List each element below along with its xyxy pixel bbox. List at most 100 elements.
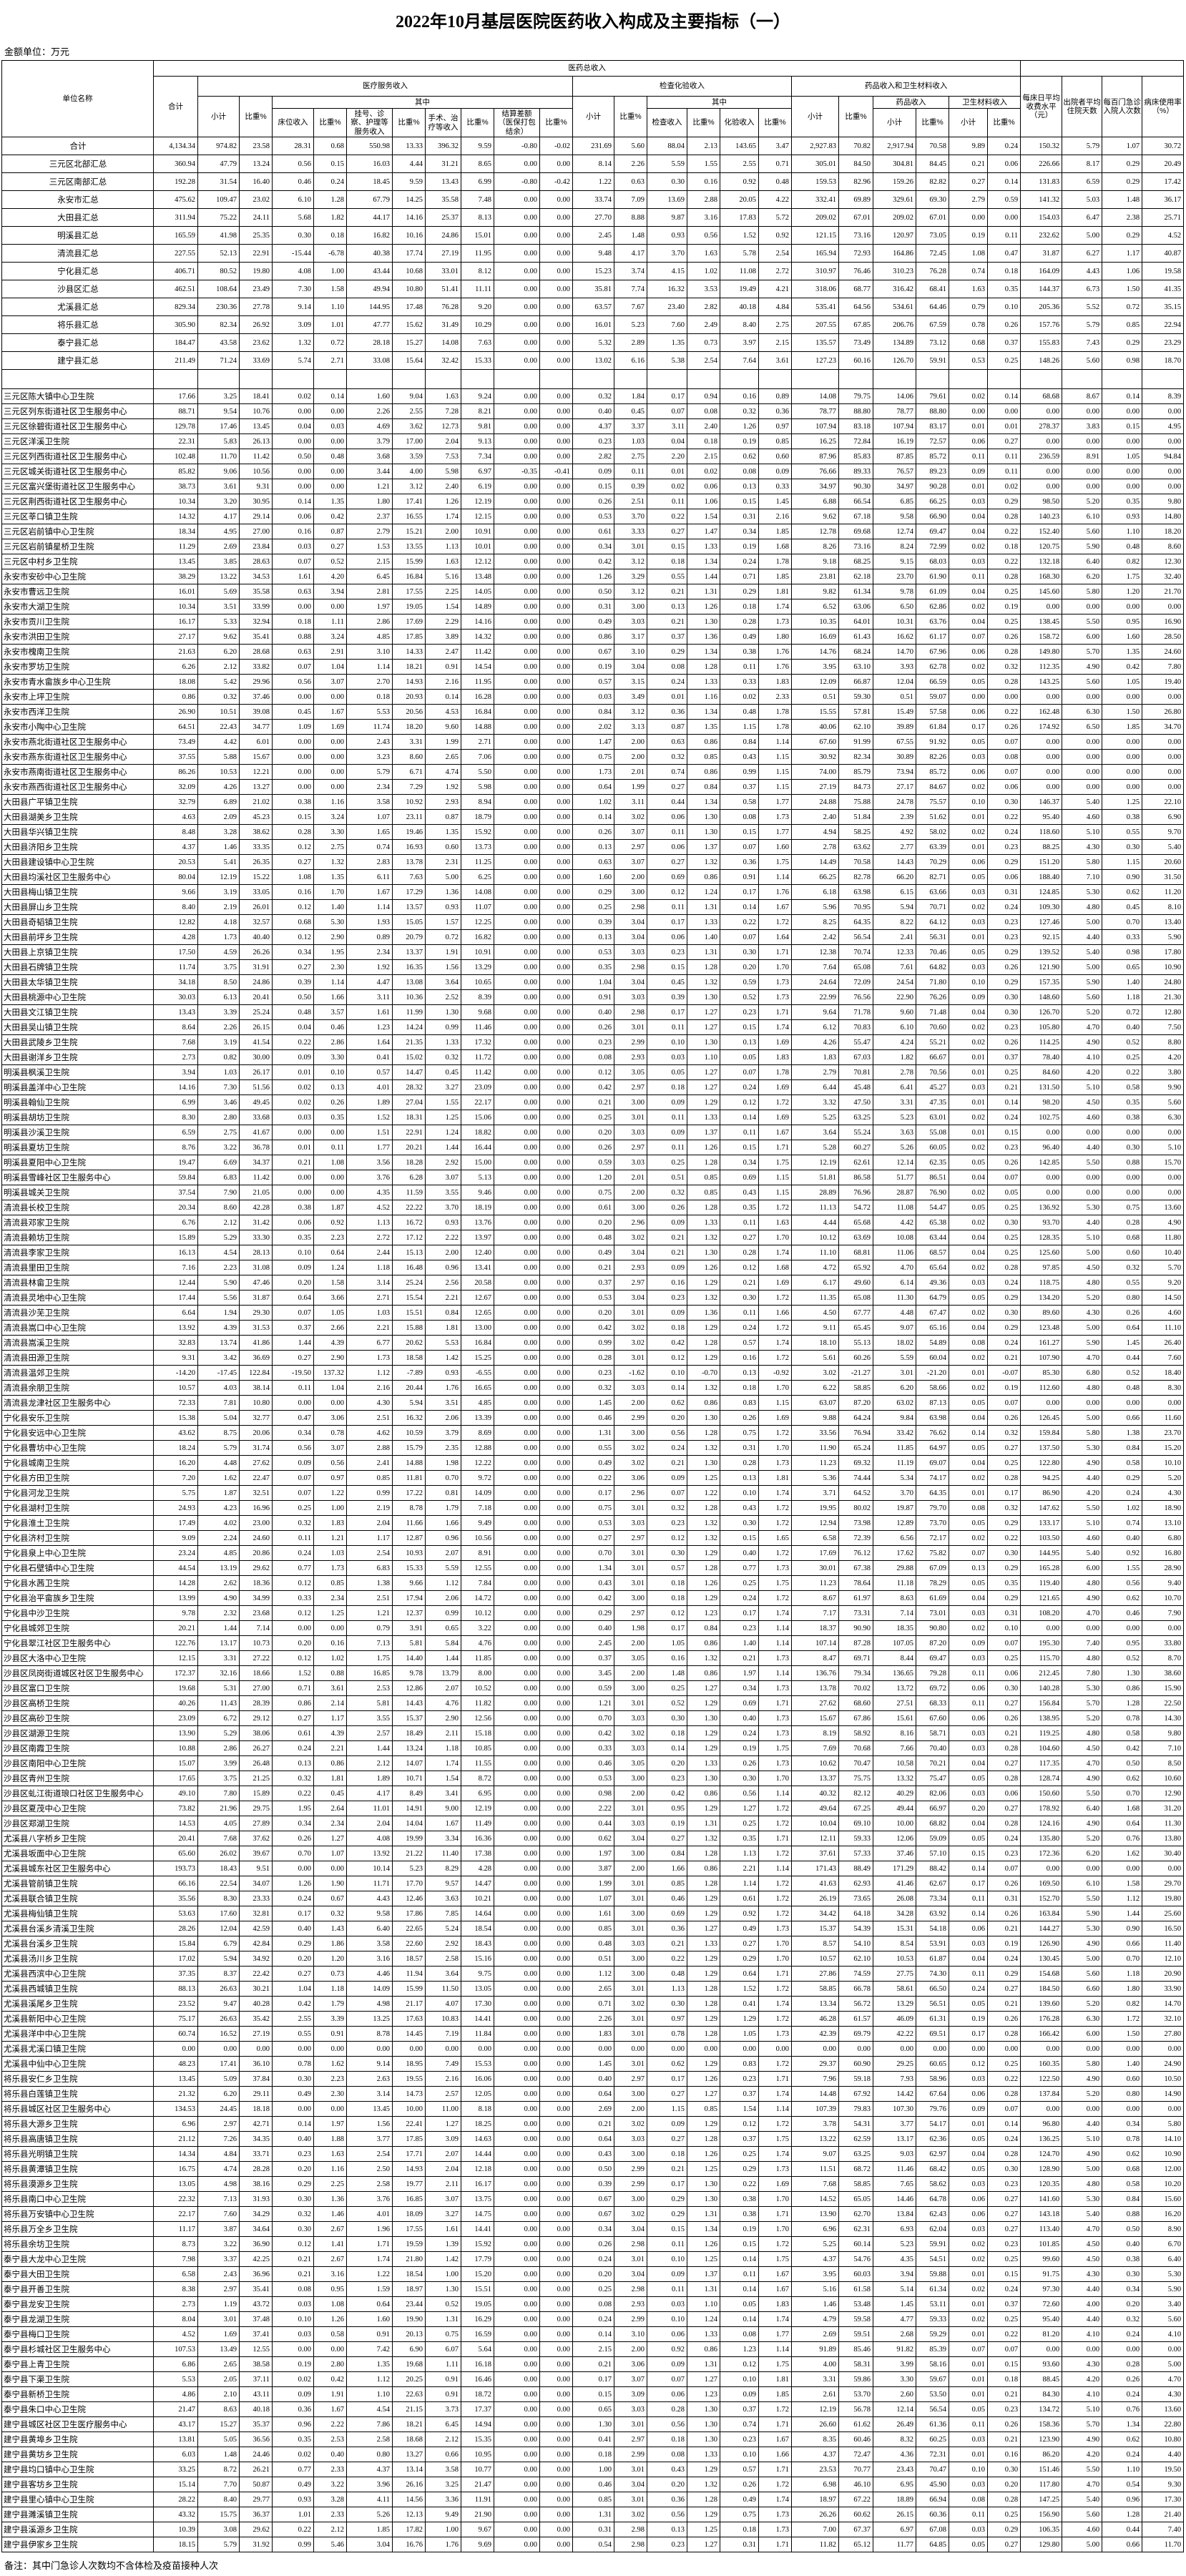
value-cell: 18.58: [392, 1350, 426, 1366]
value-cell: 4.30: [346, 1395, 393, 1411]
value-cell: 1.97: [572, 1846, 614, 1861]
value-cell: 2.07: [425, 1545, 461, 1561]
summary-row: 大田县汇总 311.94 75.22 24.11 5.68 1.82 44.17 14.16 2…: [1, 208, 1185, 227]
value-cell: 0.55: [1102, 824, 1143, 840]
value-cell: 12.40: [461, 1245, 494, 1260]
value-cell: 13.97: [461, 1230, 494, 1245]
hospital-row: 大田县石牌镇卫生院 11.74 3.75 31.91 0.27 2.30 1.92 16.35…: [1, 959, 1185, 975]
value-cell: 0.52: [313, 554, 347, 569]
value-cell: 12.33: [873, 944, 916, 960]
value-cell: 0.00: [539, 1530, 573, 1546]
value-cell: 13.76: [461, 1215, 494, 1230]
value-cell: 17.50: [153, 944, 198, 960]
value-cell: 16.84: [461, 1335, 494, 1351]
value-cell: 0.19: [720, 434, 759, 449]
value-cell: 3.75: [197, 959, 240, 975]
value-cell: 0.00: [539, 1771, 573, 1786]
value-cell: 33.42: [873, 1425, 916, 1441]
hospital-row: 明溪县胡坊卫生院 8.30 2.80 33.68 0.03 0.35 1.52 18.31 1.…: [1, 1110, 1185, 1125]
value-cell: 0.00: [1062, 779, 1103, 795]
value-cell: 0.72: [425, 929, 461, 945]
value-cell: 3.08: [197, 2522, 240, 2537]
value-cell: 0.56: [1102, 1575, 1143, 1591]
value-cell: 0.28: [986, 1771, 1021, 1786]
value-cell: 6.95: [873, 2477, 916, 2492]
value-cell: 0.85: [687, 1185, 720, 1200]
value-cell: 0.66: [1102, 1936, 1143, 1951]
value-cell: 0.00: [494, 1740, 540, 1756]
value-cell: 0.28: [272, 824, 314, 840]
value-cell: 11.19: [873, 1455, 916, 1471]
value-cell: 2.22: [425, 1230, 461, 1245]
value-cell: 5.42: [197, 674, 240, 690]
value-cell: 1.74: [758, 599, 792, 614]
hospital-row: 泰宁县新桥卫生院 4.86 2.10 43.11 0.09 1.91 1.10 22.63 0.…: [1, 2386, 1185, 2402]
value-cell: 1.60: [346, 2311, 393, 2327]
value-cell: 0.07: [986, 2101, 1021, 2117]
value-cell: 0.76: [1102, 2401, 1143, 2417]
value-cell: 5.69: [197, 584, 240, 599]
value-cell: 0.15: [949, 1846, 988, 1861]
value-cell: 0.00: [539, 1380, 573, 1396]
value-cell: 69.89: [838, 190, 873, 209]
value-cell: 2.50: [346, 2161, 393, 2177]
value-cell: 16.40: [239, 172, 273, 191]
value-cell: 2.79: [791, 1064, 839, 1080]
value-cell: 38.14: [239, 1380, 273, 1396]
value-cell: 0.64: [572, 2086, 614, 2102]
value-cell: 128.35: [1020, 1230, 1063, 1245]
value-cell: 0.00: [1102, 434, 1143, 449]
value-cell: 13.10: [1142, 1515, 1185, 1531]
value-cell: 1.72: [758, 914, 792, 930]
value-cell: 11.99: [392, 1004, 426, 1020]
value-cell: 151.46: [1020, 2462, 1063, 2477]
value-cell: 4.84: [758, 298, 792, 316]
value-cell: 70.77: [838, 2462, 873, 2477]
unit-name-cell: 大田县武陵乡卫生院: [1, 1034, 154, 1050]
value-cell: 105.80: [1020, 1019, 1063, 1035]
value-cell: 102.48: [153, 449, 198, 464]
value-cell: 25.35: [239, 226, 273, 245]
value-cell: 0.23: [720, 2431, 759, 2447]
unit-name-cell: 将乐县高唐镇卫生院: [1, 2131, 154, 2147]
value-cell: 1.69: [197, 2326, 240, 2342]
value-cell: 56.78: [838, 2401, 873, 2417]
value-cell: 69.47: [916, 1650, 949, 1666]
page-title: 2022年10月基层医院医药收入构成及主要指标（一）: [396, 13, 790, 31]
value-cell: 0.03: [647, 2296, 687, 2312]
unit-name-cell: 沙县区湖源卫生院: [1, 1725, 154, 1741]
value-cell: 11.23: [791, 1575, 839, 1591]
value-cell: 162.48: [1020, 704, 1063, 720]
unit-name-cell: 三元区岩前镇中心卫生院: [1, 524, 154, 539]
value-cell: 0.00: [614, 2041, 647, 2057]
value-cell: 12.38: [791, 944, 839, 960]
value-cell: 0.96: [425, 1530, 461, 1546]
value-cell: 0.03: [949, 1079, 988, 1095]
value-cell: 0.00: [1142, 1185, 1185, 1200]
value-cell: 55.21: [916, 1034, 949, 1050]
value-cell: 11.25: [461, 854, 494, 870]
value-cell: 13.92: [346, 1846, 393, 1861]
value-cell: 0.23: [986, 2236, 1021, 2252]
value-cell: 0.12: [272, 2236, 314, 2252]
value-cell: 1.99: [614, 779, 647, 795]
value-cell: 1.96: [346, 2221, 393, 2237]
value-cell: 0.00: [539, 539, 573, 554]
value-cell: 1.29: [687, 1891, 720, 1906]
value-cell: 26.21: [239, 2462, 273, 2477]
value-cell: 15.20: [1142, 1440, 1185, 1456]
value-cell: 1.52: [720, 1981, 759, 1997]
value-cell: 0.85: [1102, 315, 1143, 334]
value-cell: 1.71: [346, 2236, 393, 2252]
value-cell: 1.47: [687, 524, 720, 539]
hospital-row: 明溪县雪峰社区卫生服务中心 59.84 6.83 11.42 0.00 0.00 3.76 6…: [1, 1170, 1185, 1185]
value-cell: 0.27: [647, 524, 687, 539]
value-cell: 151.20: [1020, 854, 1063, 870]
value-cell: 0.03: [949, 1275, 988, 1291]
value-cell: 156.84: [1020, 1695, 1063, 1711]
value-cell: 0.63: [272, 644, 314, 660]
value-cell: 3.36: [425, 2492, 461, 2507]
value-cell: 1.19: [197, 2296, 240, 2312]
value-cell: 16.84: [461, 704, 494, 720]
unit-name-cell: 泰宁县下渠卫生院: [1, 2371, 154, 2387]
